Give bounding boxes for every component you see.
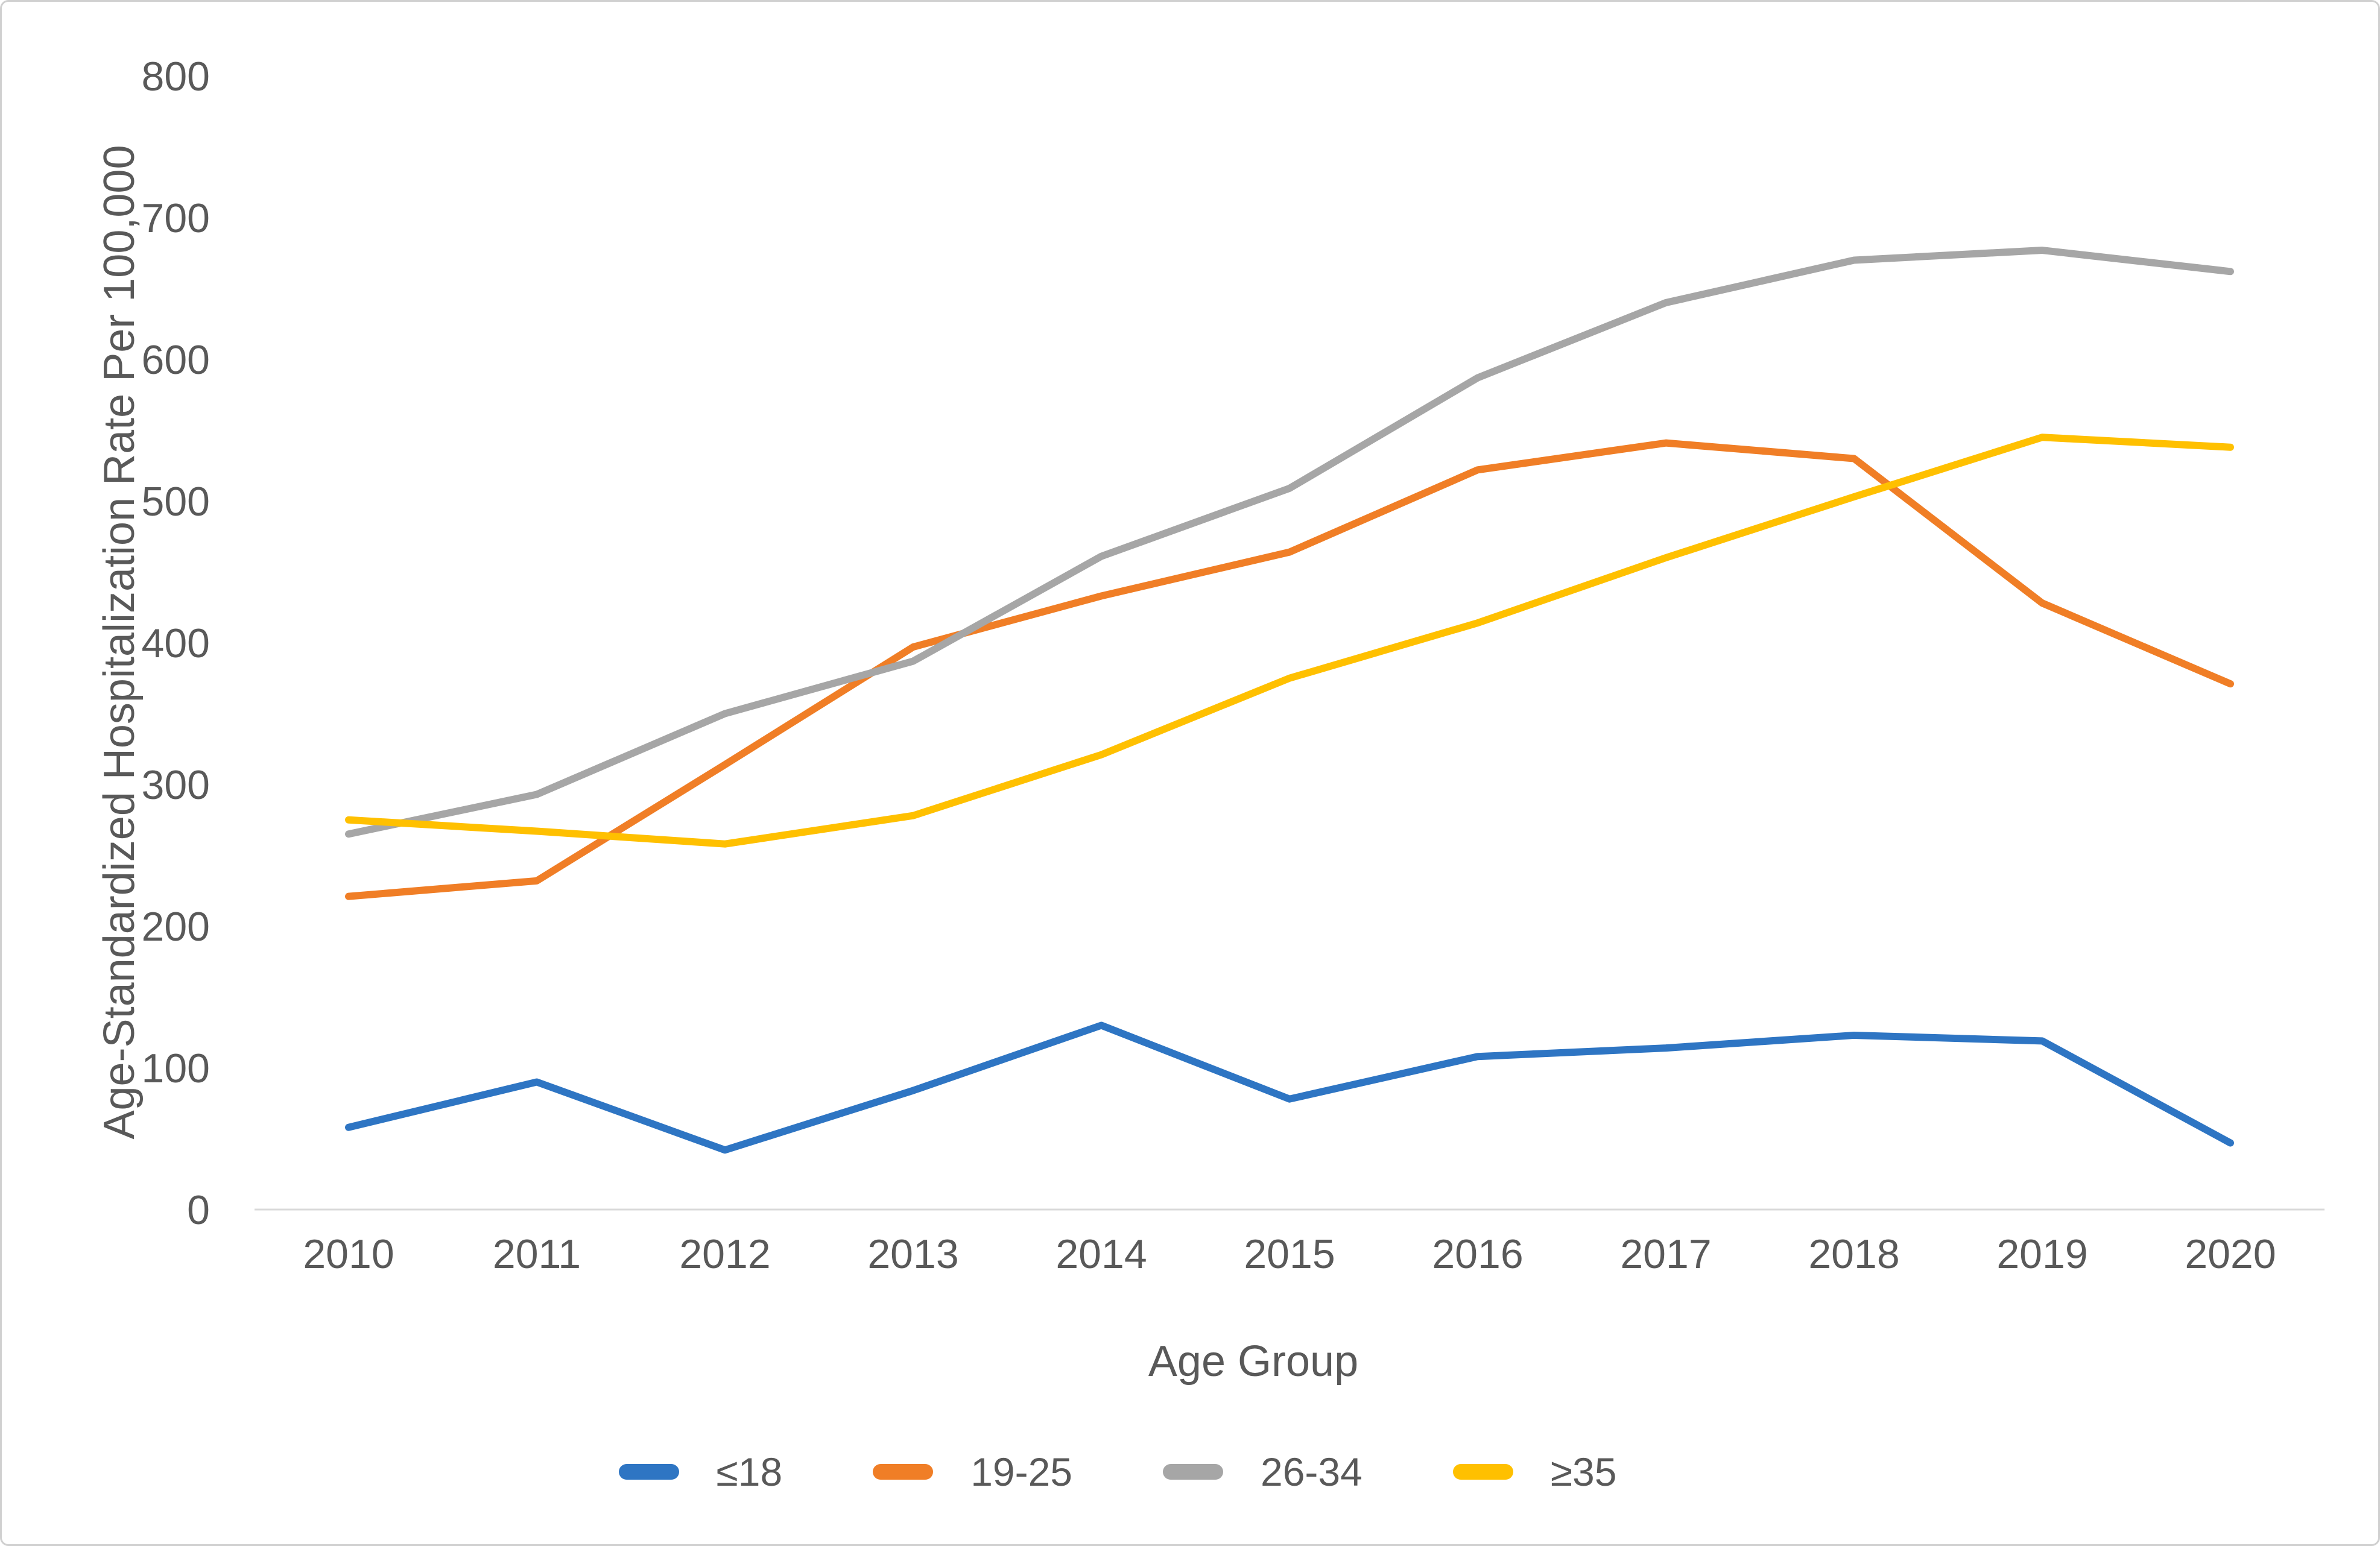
y-tick-label: 400	[142, 620, 210, 666]
series-line-26-34	[345, 247, 2234, 838]
x-axis-title: Age Group	[1148, 1337, 1359, 1386]
y-tick-label: 100	[142, 1046, 210, 1091]
y-tick-label: 500	[142, 479, 210, 525]
series-line-≤18	[345, 1021, 2234, 1154]
y-tick-label: 600	[142, 337, 210, 383]
legend-label: 26-34	[1261, 1450, 1362, 1494]
y-tick-label: 200	[142, 904, 210, 950]
legend-item-26-34: 26-34	[1163, 1449, 1362, 1495]
y-tick-label: 0	[187, 1187, 210, 1233]
legend-item-≥35: ≥35	[1452, 1449, 1617, 1495]
x-tick-label: 2014	[1055, 1231, 1147, 1277]
y-tick-label: 800	[142, 54, 210, 99]
legend-item-19-25: 19-25	[873, 1449, 1072, 1495]
x-tick-label: 2010	[303, 1231, 394, 1277]
x-tick-label: 2015	[1244, 1231, 1335, 1277]
x-tick-label: 2020	[2185, 1231, 2276, 1277]
x-tick-label: 2012	[679, 1231, 770, 1277]
x-tick-label: 2017	[1620, 1231, 1711, 1277]
x-tick-label: 2018	[1808, 1231, 1899, 1277]
legend-swatch-19-25	[873, 1464, 934, 1480]
series-line-19-25	[345, 439, 2234, 900]
legend-swatch-26-34	[1163, 1464, 1223, 1480]
x-tick-label: 2019	[1996, 1231, 2087, 1277]
legend-label: 19-25	[970, 1450, 1072, 1494]
legend-swatch-≥35	[1452, 1464, 1513, 1480]
y-axis-title: Age-Standardized Hospitalization Rate Pe…	[95, 145, 144, 1140]
legend-item-≤18: ≤18	[618, 1449, 783, 1495]
legend: ≤18 19-25 26-34 ≥35	[2, 1449, 2233, 1495]
x-tick-label: 2011	[493, 1231, 581, 1277]
y-tick-label: 300	[142, 762, 210, 808]
x-tick-label: 2016	[1432, 1231, 1523, 1277]
legend-label: ≤18	[716, 1450, 783, 1494]
y-tick-label: 700	[142, 195, 210, 241]
x-tick-label: 2013	[867, 1231, 958, 1277]
legend-label: ≥35	[1550, 1450, 1617, 1494]
legend-swatch-≤18	[618, 1464, 679, 1480]
series-line-≥35	[345, 434, 2234, 848]
